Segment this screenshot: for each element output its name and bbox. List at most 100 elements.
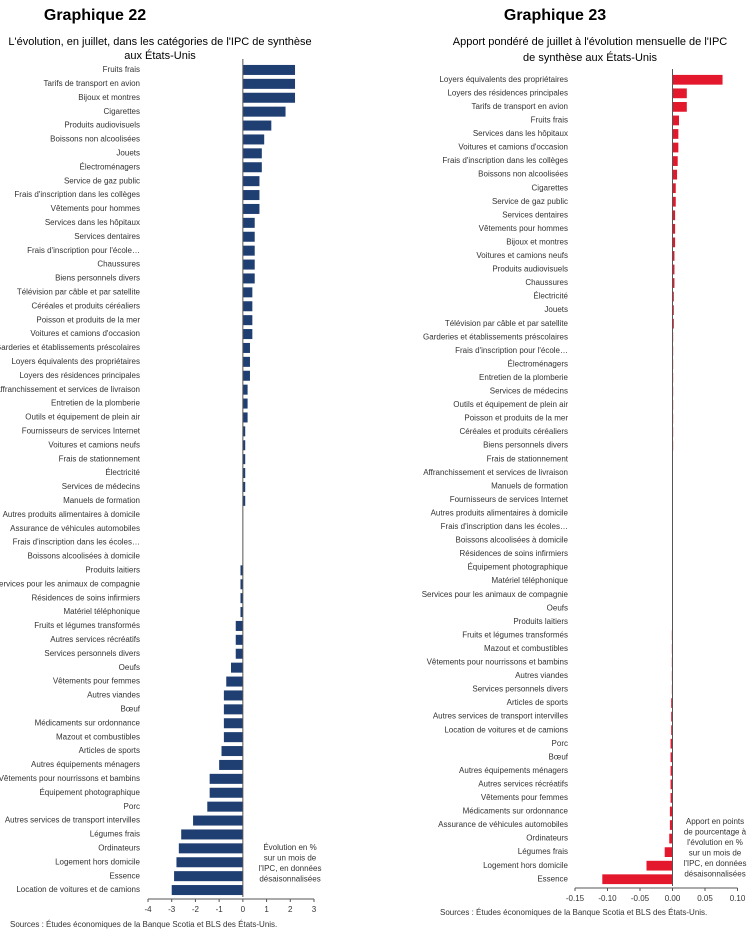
- bar: [231, 662, 243, 673]
- bar: [235, 648, 243, 659]
- category-label: Chaussures: [525, 278, 568, 287]
- bar: [235, 634, 243, 645]
- bar: [209, 787, 243, 798]
- annotation: désaisonnalisées: [259, 875, 320, 884]
- category-label: Médicaments sur ordonnance: [463, 807, 569, 816]
- category-label: Manuels de formation: [491, 481, 568, 490]
- category-label: Produits audiovisuels: [492, 265, 568, 274]
- chart-subtitle: Apport pondéré de juillet à l'évolution …: [453, 36, 728, 48]
- category-label: Services pour les animaux de compagnie: [0, 579, 141, 588]
- category-label: Logement hors domicile: [55, 857, 140, 866]
- x-tick-label: -0.05: [631, 894, 650, 903]
- x-tick-label: -2: [192, 905, 200, 914]
- bar: [670, 752, 673, 763]
- category-label: Loyers équivalents des propriétaires: [439, 75, 568, 84]
- category-label: Ordinateurs: [526, 834, 568, 843]
- bar: [242, 398, 248, 409]
- category-label: Essence: [109, 871, 140, 880]
- source-note: Sources : Études économiques de la Banqu…: [10, 920, 277, 929]
- category-label: Tarifs de transport en avion: [472, 102, 569, 111]
- bar: [176, 857, 243, 868]
- category-label: Services personnels divers: [472, 685, 568, 694]
- chart-title: Graphique 22: [44, 7, 146, 24]
- category-label: Affranchissement et services de livraiso…: [0, 385, 140, 394]
- category-label: Porc: [124, 802, 140, 811]
- category-label: Location de voitures et de camions: [444, 725, 568, 734]
- annotation: sur un mois de: [689, 849, 742, 858]
- bar: [240, 593, 243, 604]
- annotation: l'évolution en %: [687, 838, 743, 847]
- bar: [242, 148, 262, 159]
- category-label: Outils et équipement de plein air: [453, 400, 568, 409]
- bar: [242, 426, 246, 437]
- bar: [671, 711, 673, 722]
- category-label: Affranchissement et services de livraiso…: [423, 468, 568, 477]
- category-label: Fournisseurs de services Internet: [22, 426, 141, 435]
- category-label: Électricité: [105, 468, 140, 477]
- category-label: Vêtements pour nourrissons et bambins: [0, 774, 140, 783]
- annotation: l'IPC, en données: [259, 864, 322, 873]
- category-label: Bijoux et montres: [78, 93, 140, 102]
- bar: [672, 210, 676, 221]
- category-label: Voitures et camions d'occasion: [458, 143, 568, 152]
- bar: [242, 356, 250, 367]
- category-label: Produits audiovisuels: [64, 121, 140, 130]
- x-tick-label: 0.05: [697, 894, 713, 903]
- annotation: de pourcentage à: [684, 828, 747, 837]
- category-label: Autres équipements ménagers: [459, 766, 568, 775]
- category-label: Télévision par câble et par satellite: [445, 319, 569, 328]
- bar: [171, 885, 243, 896]
- category-label: Garderies et établissements préscolaires: [423, 332, 568, 341]
- category-label: Poisson et produits de la mer: [464, 414, 568, 423]
- bar: [242, 315, 253, 326]
- x-tick-label: -4: [144, 905, 152, 914]
- category-label: Autres services de transport intervilles: [5, 816, 140, 825]
- category-label: Résidences de soins infirmiers: [32, 593, 141, 602]
- category-label: Bijoux et montres: [506, 237, 568, 246]
- bar: [672, 237, 676, 248]
- bar: [223, 718, 243, 729]
- category-label: Essence: [537, 874, 568, 883]
- bar: [669, 820, 673, 830]
- source-note: Sources : Études économiques de la Banqu…: [440, 908, 707, 917]
- category-label: Équipement photographique: [467, 563, 568, 572]
- category-label: Service de gaz public: [492, 197, 568, 206]
- category-label: Boissons alcoolisées à domicile: [28, 552, 141, 561]
- bar: [670, 779, 673, 790]
- category-label: Autres produits alimentaires à domicile: [431, 508, 569, 517]
- category-label: Assurance de véhicules automobiles: [10, 524, 140, 533]
- category-label: Loyers des résidences principales: [19, 371, 140, 380]
- bar: [240, 579, 243, 590]
- bar: [672, 291, 674, 302]
- bar: [242, 370, 250, 381]
- bar: [223, 732, 243, 743]
- category-label: Services dans les hôpitaux: [45, 218, 140, 227]
- category-label: Manuels de formation: [63, 496, 140, 505]
- bar: [672, 142, 679, 153]
- category-label: Cigarettes: [532, 183, 568, 192]
- bar: [672, 183, 676, 194]
- category-label: Services de médecins: [490, 387, 568, 396]
- bar: [646, 860, 673, 871]
- category-label: Boissons alcoolisées à domicile: [456, 536, 569, 545]
- bar: [672, 169, 678, 180]
- bar: [242, 481, 246, 492]
- category-label: Cigarettes: [104, 107, 140, 116]
- category-label: Chaussures: [97, 260, 140, 269]
- chart-title: Graphique 23: [504, 7, 606, 24]
- category-label: Résidences de soins infirmiers: [460, 549, 569, 558]
- bar: [242, 468, 246, 479]
- bar: [226, 676, 243, 687]
- category-label: Services de médecins: [62, 482, 140, 491]
- category-label: Oeufs: [119, 663, 140, 672]
- category-label: Frais de stationnement: [59, 454, 141, 463]
- category-label: Autres viandes: [87, 691, 140, 700]
- bar: [242, 454, 246, 465]
- category-label: Jouets: [116, 148, 140, 157]
- bar: [178, 843, 243, 854]
- category-label: Matériel téléphonique: [64, 607, 141, 616]
- bar: [242, 134, 265, 145]
- category-label: Électricité: [533, 292, 568, 301]
- category-label: Frais d'inscription pour l'école…: [27, 246, 140, 255]
- category-label: Garderies et établissements préscolaires: [0, 343, 140, 352]
